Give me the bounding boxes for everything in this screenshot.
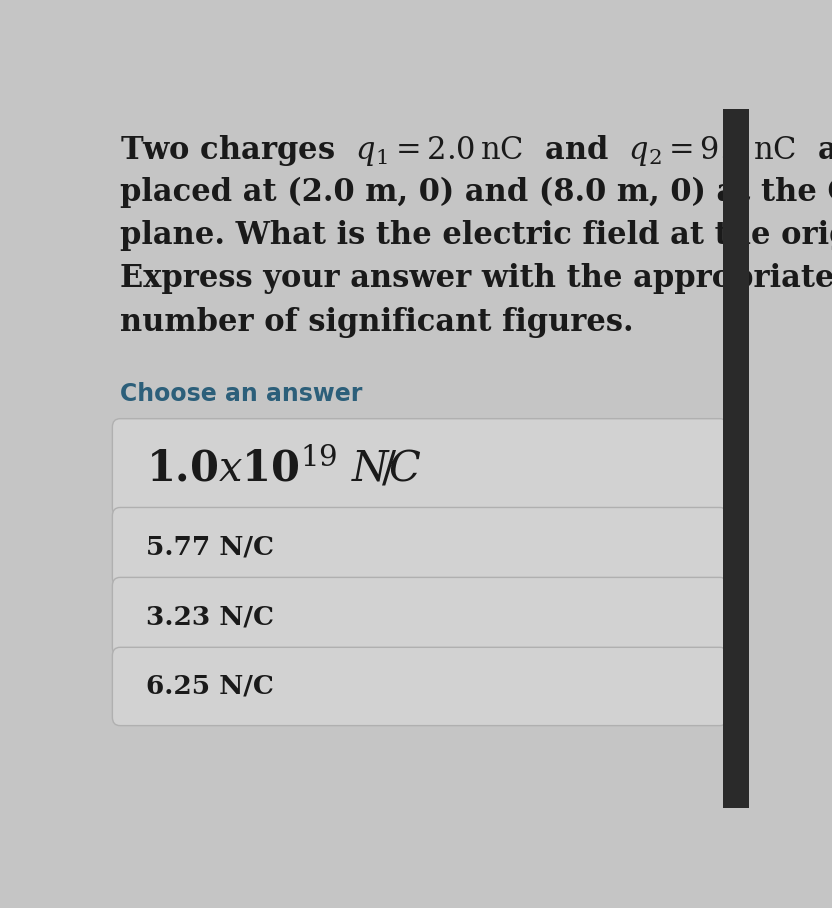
Text: $\mathbf{1.0}x\mathbf{10}^{19}\ N\!/\!C$: $\mathbf{1.0}x\mathbf{10}^{19}\ N\!/\!C$ <box>146 444 422 490</box>
Text: 5.77 N/C: 5.77 N/C <box>146 534 274 559</box>
Text: Two charges  $q_1 = 2.0\,\mathrm{nC}$  and  $q_2 = 9.0\,\mathrm{nC}$  are: Two charges $q_1 = 2.0\,\mathrm{nC}$ and… <box>120 133 832 168</box>
Text: number of significant figures.: number of significant figures. <box>120 307 634 338</box>
Text: plane. What is the electric field at the origin?: plane. What is the electric field at the… <box>120 220 832 252</box>
Bar <box>723 109 749 808</box>
Text: Choose an answer: Choose an answer <box>120 381 363 406</box>
Text: placed at (2.0 m, 0) and (8.0 m, 0) at the Cartesian: placed at (2.0 m, 0) and (8.0 m, 0) at t… <box>120 177 832 208</box>
FancyBboxPatch shape <box>112 577 727 656</box>
FancyBboxPatch shape <box>112 419 727 516</box>
Text: 6.25 N/C: 6.25 N/C <box>146 674 274 699</box>
FancyBboxPatch shape <box>112 508 727 586</box>
FancyBboxPatch shape <box>112 647 727 725</box>
Text: Express your answer with the appropriate: Express your answer with the appropriate <box>120 263 832 294</box>
Text: 3.23 N/C: 3.23 N/C <box>146 604 274 629</box>
